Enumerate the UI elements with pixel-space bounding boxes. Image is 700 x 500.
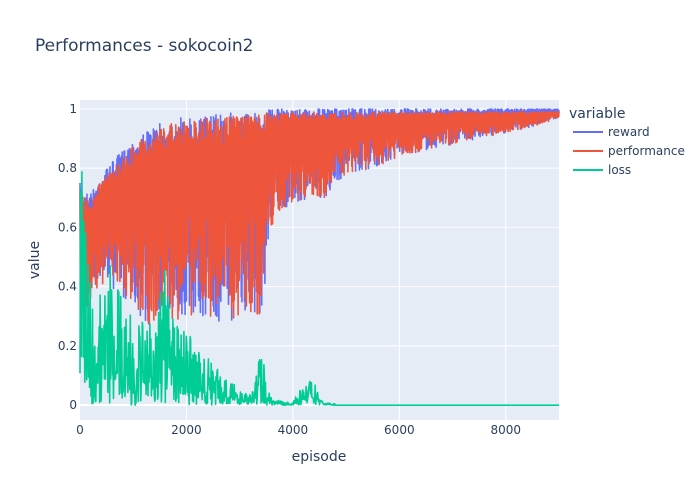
- series-line-loss: [79, 171, 560, 406]
- x-tick-label: 2000: [171, 423, 202, 437]
- legend-label-performance: performance: [608, 144, 685, 158]
- x-axis-ticks: 0 2000 4000 6000 8000: [76, 423, 521, 437]
- x-tick-label: 4000: [278, 423, 309, 437]
- series-line-reward: [79, 108, 560, 327]
- legend: variable reward performance loss: [569, 106, 685, 177]
- series-line-performance: [79, 111, 560, 328]
- legend-label-loss: loss: [608, 163, 631, 177]
- y-tick-label: 0.2: [58, 339, 77, 353]
- x-tick-label: 8000: [491, 423, 522, 437]
- series-layer: [79, 108, 560, 406]
- x-axis-title: episode: [292, 449, 347, 465]
- y-tick-label: 0: [69, 398, 77, 412]
- y-axis-ticks: 0 0.2 0.4 0.6 0.8 1: [58, 102, 77, 412]
- y-tick-label: 1: [69, 102, 77, 116]
- y-tick-label: 0.8: [58, 161, 77, 175]
- y-axis-title: value: [27, 241, 43, 279]
- legend-title: variable: [569, 106, 625, 122]
- x-tick-label: 6000: [384, 423, 415, 437]
- x-tick-label: 0: [76, 423, 84, 437]
- chart-title: Performances - sokocoin2: [35, 36, 254, 56]
- y-tick-label: 0.6: [58, 220, 77, 234]
- y-tick-label: 0.4: [58, 280, 77, 294]
- legend-label-reward: reward: [608, 125, 650, 139]
